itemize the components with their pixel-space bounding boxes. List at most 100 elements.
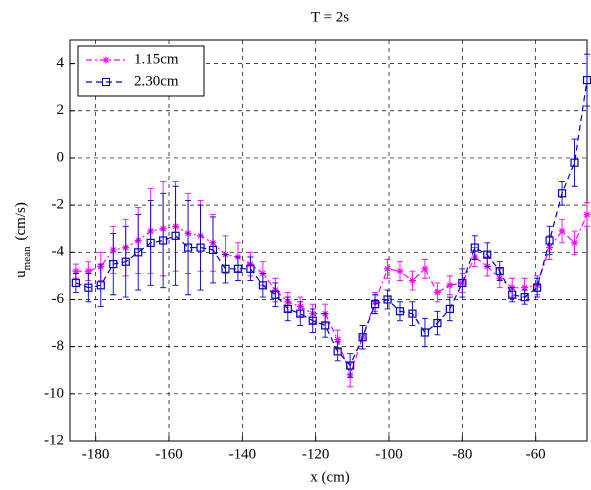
marker	[333, 347, 342, 356]
marker	[321, 321, 330, 330]
y-tick-label: -6	[52, 291, 65, 307]
marker	[334, 336, 342, 344]
marker	[109, 259, 118, 269]
error-bar	[347, 353, 354, 378]
error-bar	[259, 273, 266, 298]
marker	[558, 227, 566, 235]
error-bar	[309, 308, 316, 333]
error-bar	[509, 287, 516, 303]
marker	[370, 300, 380, 309]
legend-marker	[102, 78, 110, 86]
error-bar	[122, 225, 129, 298]
marker	[395, 307, 405, 316]
error-bar	[222, 254, 229, 284]
marker	[84, 267, 92, 275]
marker	[358, 333, 367, 342]
error-bar	[397, 301, 403, 322]
y-label-main: u	[13, 270, 29, 278]
error-bar	[185, 199, 192, 296]
legend-label: 1.15cm	[134, 51, 179, 67]
error-bar	[571, 138, 578, 187]
marker	[84, 283, 93, 292]
error-bar	[471, 235, 478, 260]
error-bar	[135, 214, 142, 291]
marker	[446, 281, 454, 289]
x-tick-label: -120	[302, 446, 330, 462]
marker	[421, 265, 429, 273]
y-tick-label: -12	[44, 432, 64, 448]
error-bar	[359, 324, 366, 350]
marker	[296, 309, 305, 318]
marker	[183, 243, 193, 252]
marker	[483, 250, 492, 259]
error-bar	[434, 310, 441, 336]
x-tick-label: -100	[375, 446, 403, 462]
marker	[146, 238, 155, 247]
error-bar	[322, 313, 329, 338]
x-tick-label: -180	[82, 446, 110, 462]
y-tick-label: 4	[57, 55, 65, 71]
error-bar	[210, 216, 216, 284]
error-bar	[172, 185, 179, 286]
marker	[308, 316, 317, 325]
legend-box	[77, 45, 205, 97]
error-bar	[272, 282, 279, 307]
marker	[96, 281, 105, 290]
error-bar	[546, 225, 553, 256]
error-bar	[85, 273, 92, 303]
y-axis-label: umean (cm/s)	[13, 202, 32, 278]
error-bar	[110, 232, 117, 296]
y-tick-label: 2	[57, 102, 65, 118]
marker	[557, 189, 567, 198]
marker	[283, 304, 292, 314]
marker	[396, 267, 404, 275]
marker	[495, 267, 504, 276]
marker	[221, 264, 230, 273]
error-bar	[247, 256, 254, 282]
marker	[570, 158, 579, 167]
error-bar	[334, 341, 341, 362]
error-bar	[521, 289, 528, 305]
error-bar	[484, 242, 491, 267]
error-bar	[197, 204, 204, 291]
y-tick-label: -4	[52, 244, 65, 260]
series-line	[75, 80, 588, 367]
marker	[420, 328, 430, 337]
marker	[208, 245, 218, 255]
y-tick-label: -10	[44, 385, 64, 401]
marker	[445, 304, 454, 314]
marker	[520, 293, 529, 302]
x-tick-label: -140	[229, 446, 257, 462]
marker	[521, 284, 529, 292]
chart-title: T = 2s	[311, 9, 349, 25]
marker	[346, 361, 355, 370]
marker	[159, 236, 168, 245]
marker	[508, 290, 517, 299]
y-label-sub: mean	[21, 246, 33, 270]
y-tick-label: -2	[52, 197, 65, 213]
marker	[258, 281, 267, 290]
plot-frame	[69, 39, 588, 442]
marker	[583, 211, 591, 219]
marker	[383, 295, 392, 304]
marker	[470, 243, 479, 252]
error-bar	[384, 289, 391, 310]
error-bar	[234, 256, 241, 282]
error-bar	[584, 53, 590, 107]
error-bar	[372, 294, 379, 315]
error-bar	[409, 301, 416, 326]
marker	[72, 267, 80, 275]
error-bar	[297, 301, 304, 326]
error-bar	[97, 263, 104, 307]
error-bar	[421, 317, 428, 348]
marker	[171, 231, 180, 240]
marker	[271, 290, 280, 299]
marker	[246, 264, 255, 273]
error-bar	[534, 277, 541, 298]
x-tick-label: -80	[452, 446, 472, 462]
marker	[433, 288, 441, 296]
marker	[408, 277, 416, 285]
y-tick-label: -8	[52, 338, 65, 354]
marker	[545, 236, 554, 245]
